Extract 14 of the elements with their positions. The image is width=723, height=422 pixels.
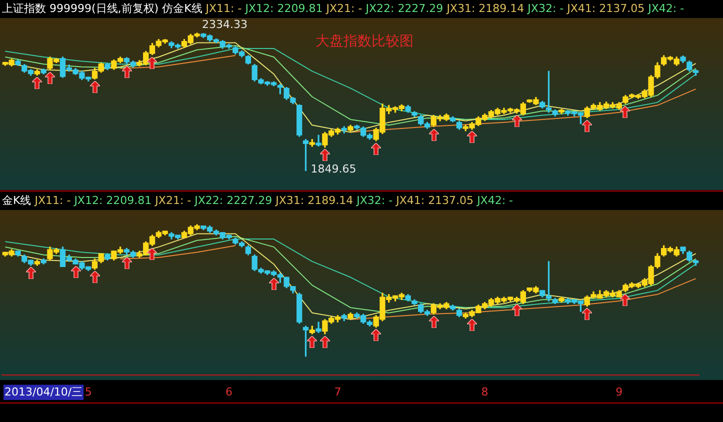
text: JX11: - JX12: 2209.81 JX21: - JX22: 2227.29 JX31: 2189.14 JX32: - JX41: 2137.05 JX42: - xyxy=(206,2,684,15)
x-tick-label: 9 xyxy=(616,385,623,398)
x-tick-label: 8 xyxy=(481,385,488,398)
chart-title: 上证指数 999999(日线,前复权) 仿金K线 xyxy=(2,2,202,15)
x-tick-label: 5 xyxy=(84,385,92,398)
annotation: 大盘指数比较图 xyxy=(315,34,414,50)
candlestick xyxy=(316,322,322,333)
x-tick-label: 2013/04/10/三 xyxy=(4,385,83,398)
x-tick-label: 7 xyxy=(334,385,342,398)
text: 2334.33 xyxy=(202,18,248,31)
chart-title: 金K线 xyxy=(2,194,32,207)
x-tick-label: 6 xyxy=(226,385,233,398)
annotation: 1849.65 xyxy=(310,162,356,176)
text: JX11: - JX12: 2209.81 JX21: - JX22: 2227.29 JX31: 2189.14 JX32: - JX41: 2137.05 JX42: - xyxy=(34,194,514,207)
